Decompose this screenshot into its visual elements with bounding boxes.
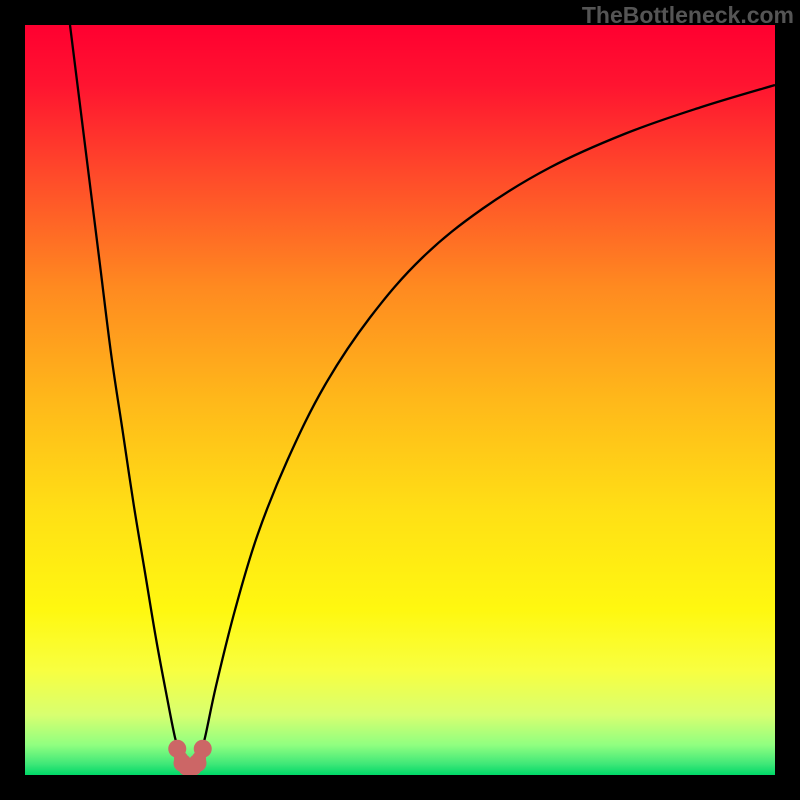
gradient-background xyxy=(25,25,775,775)
valley-marker xyxy=(194,740,212,758)
chart-frame: TheBottleneck.com xyxy=(0,0,800,800)
plot-area xyxy=(25,25,775,775)
bottleneck-chart xyxy=(25,25,775,775)
watermark-text: TheBottleneck.com xyxy=(582,2,794,29)
